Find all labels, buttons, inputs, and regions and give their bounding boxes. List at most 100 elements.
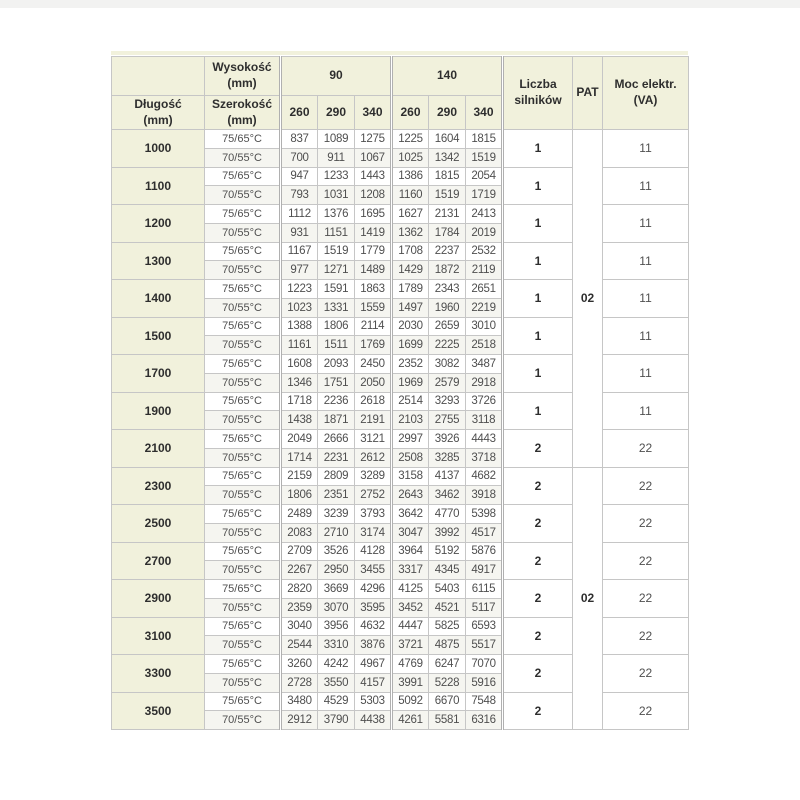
value-cell: 2579 xyxy=(428,372,466,393)
value-cell: 5092 xyxy=(390,691,429,712)
value-cell: 2709 xyxy=(279,541,318,562)
value-cell: 3452 xyxy=(390,597,429,618)
temp-label: 70/55°C xyxy=(204,260,281,280)
value-cell: 3956 xyxy=(317,616,355,637)
spec-table-body: 1000 75/65°C 837 1089 1275 1225 1604 1815 1 02 11 7… xyxy=(111,129,690,730)
temp-label: 75/65°C xyxy=(204,166,281,187)
header-corner-cell xyxy=(111,56,205,96)
table-row: 70/55°C 1438 1871 2191 2103 2755 3118 xyxy=(111,410,689,430)
value-cell: 3726 xyxy=(464,391,504,412)
header-szerokosc: Szerokość (mm) xyxy=(204,95,281,130)
table-row: 70/55°C 700 911 1067 1025 1342 1519 xyxy=(111,147,689,168)
value-cell: 2518 xyxy=(464,335,504,355)
temp-label: 75/65°C xyxy=(204,204,281,224)
power-cell: 11 xyxy=(602,166,690,205)
value-cell: 837 xyxy=(279,129,318,149)
temp-label: 75/65°C xyxy=(204,354,281,374)
table-row: 2900 75/65°C 2820 3669 4296 4125 5403 6115 2 22 xyxy=(111,579,690,618)
value-cell: 2710 xyxy=(317,522,355,543)
value-cell: 2114 xyxy=(354,316,392,337)
table-row: 3500 75/65°C 3480 4529 5303 5092 6670 7548 2 22 xyxy=(111,691,690,730)
motor-count-cell: 1 xyxy=(501,204,574,243)
value-cell: 4128 xyxy=(354,541,392,562)
value-cell: 4438 xyxy=(354,710,392,730)
header-moc-elektr: Moc elektr. (VA) xyxy=(602,56,690,130)
temp-label: 75/65°C xyxy=(204,691,281,712)
value-cell: 6115 xyxy=(464,579,504,599)
value-cell: 2508 xyxy=(390,447,429,468)
temp-label: 70/55°C xyxy=(204,410,281,430)
value-cell: 1751 xyxy=(317,372,355,393)
value-cell: 2054 xyxy=(464,166,504,187)
value-cell: 3926 xyxy=(428,429,466,449)
power-cell: 11 xyxy=(602,241,690,280)
pat-cell: 02 xyxy=(572,466,604,730)
value-cell: 1559 xyxy=(354,297,392,318)
value-cell: 2413 xyxy=(464,204,504,224)
temp-label: 70/55°C xyxy=(204,560,281,580)
value-cell: 1815 xyxy=(428,166,466,187)
motor-count-cell: 2 xyxy=(501,466,574,505)
value-cell: 1779 xyxy=(354,241,392,262)
value-cell: 2752 xyxy=(354,485,392,505)
value-cell: 6247 xyxy=(428,654,466,674)
value-cell: 2532 xyxy=(464,241,504,262)
length-cell: 2300 xyxy=(111,466,205,505)
temp-label: 70/55°C xyxy=(204,297,281,318)
value-cell: 3721 xyxy=(390,635,429,655)
temp-label: 70/55°C xyxy=(204,635,281,655)
table-row: 2300 75/65°C 2159 2809 3289 3158 4137 4682 2 02 22 xyxy=(111,466,690,730)
value-cell: 3790 xyxy=(317,710,355,730)
value-cell: 2219 xyxy=(464,297,504,318)
temp-label: 70/55°C xyxy=(204,222,281,243)
temp-label: 70/55°C xyxy=(204,147,281,168)
value-cell: 2231 xyxy=(317,447,355,468)
spec-table-container: Wysokość (mm) 90 140 Liczba silników PAT… xyxy=(111,51,690,730)
motor-count-cell: 1 xyxy=(501,354,574,393)
value-cell: 2093 xyxy=(317,354,355,374)
power-cell: 22 xyxy=(602,616,690,655)
header-width-340-a: 340 xyxy=(354,95,392,130)
value-cell: 1627 xyxy=(390,204,429,224)
header-dlugosc: Długość (mm) xyxy=(111,95,205,130)
value-cell: 4875 xyxy=(428,635,466,655)
value-cell: 3239 xyxy=(317,504,355,524)
value-cell: 3118 xyxy=(464,410,504,430)
value-cell: 2997 xyxy=(390,429,429,449)
length-cell: 1300 xyxy=(111,241,205,280)
value-cell: 2809 xyxy=(317,466,355,487)
value-cell: 3285 xyxy=(428,447,466,468)
motor-count-cell: 1 xyxy=(501,279,574,318)
temp-label: 70/55°C xyxy=(204,597,281,618)
value-cell: 1419 xyxy=(354,222,392,243)
value-cell: 2820 xyxy=(279,579,318,599)
value-cell: 4137 xyxy=(428,466,466,487)
spec-table: Wysokość (mm) 90 140 Liczba silników PAT… xyxy=(111,56,690,730)
value-cell: 1443 xyxy=(354,166,392,187)
value-cell: 5517 xyxy=(464,635,504,655)
temp-label: 70/55°C xyxy=(204,485,281,505)
temp-label: 75/65°C xyxy=(204,466,281,487)
temp-label: 70/55°C xyxy=(204,710,281,730)
value-cell: 1271 xyxy=(317,260,355,280)
power-cell: 22 xyxy=(602,504,690,543)
value-cell: 2728 xyxy=(279,672,318,693)
value-cell: 2450 xyxy=(354,354,392,374)
value-cell: 3040 xyxy=(279,616,318,637)
value-cell: 3293 xyxy=(428,391,466,412)
length-cell: 1200 xyxy=(111,204,205,243)
table-row: 70/55°C 2728 3550 4157 3991 5228 5916 xyxy=(111,672,689,693)
value-cell: 3455 xyxy=(354,560,392,580)
length-cell: 2700 xyxy=(111,541,205,580)
motor-count-cell: 2 xyxy=(501,616,574,655)
value-cell: 4517 xyxy=(464,522,504,543)
table-row: 1500 75/65°C 1388 1806 2114 2030 2659 3010 1 11 xyxy=(111,316,690,355)
value-cell: 1151 xyxy=(317,222,355,243)
value-cell: 4967 xyxy=(354,654,392,674)
motor-count-cell: 1 xyxy=(501,316,574,355)
power-cell: 11 xyxy=(602,204,690,243)
power-cell: 22 xyxy=(602,691,690,730)
length-cell: 1400 xyxy=(111,279,205,318)
value-cell: 1815 xyxy=(464,129,504,149)
power-cell: 11 xyxy=(602,279,690,318)
